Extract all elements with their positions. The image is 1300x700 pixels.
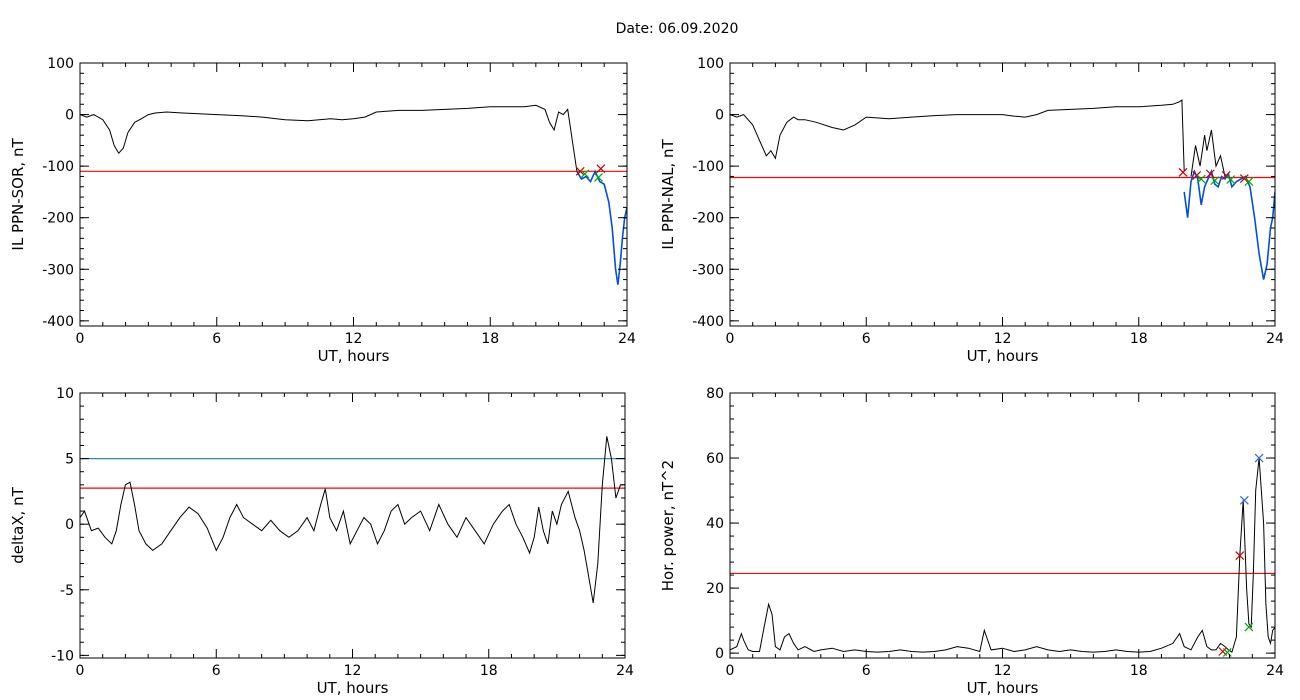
event-marker	[1239, 174, 1249, 183]
event-marker	[1205, 169, 1215, 179]
y-tick-label: 20	[706, 581, 724, 597]
event-marker	[1254, 453, 1264, 463]
y-tick-label: 5	[65, 452, 74, 468]
x-tick-label: 6	[212, 331, 221, 347]
y-tick-label: 100	[697, 56, 724, 72]
y-tick-label: 40	[706, 516, 724, 532]
x-tick-label: 18	[1130, 663, 1148, 679]
y-axis-label: deltaX, nT	[9, 486, 27, 563]
x-axis-label: UT, hours	[318, 347, 390, 365]
event-marker	[1192, 170, 1202, 180]
series-line-0	[730, 99, 1185, 172]
x-tick-label: 18	[1130, 331, 1148, 347]
series-line-1	[576, 169, 627, 285]
x-tick-label: 18	[481, 331, 499, 347]
x-axis-label: UT, hours	[967, 679, 1039, 697]
x-tick-label: 24	[618, 331, 636, 347]
y-tick-label: -200	[692, 211, 724, 227]
event-marker	[1239, 495, 1249, 505]
event-marker	[575, 166, 585, 176]
series-line-0	[730, 457, 1275, 653]
chart-panel-p3: 0 6 12 18 24 10 5 0 -5 -10 UT, hours deltaX, nT	[9, 386, 634, 697]
x-tick-label: 6	[862, 331, 871, 347]
event-marker	[1244, 177, 1254, 187]
y-tick-label: -400	[692, 314, 724, 330]
y-tick-label: -300	[42, 262, 74, 278]
x-tick-label: 0	[76, 663, 85, 679]
y-tick-label: -5	[60, 583, 74, 599]
y-axis-label: Hor. power, nT^2	[659, 460, 677, 591]
series-line-0	[80, 436, 625, 603]
event-marker	[1235, 551, 1245, 561]
y-tick-label: -400	[42, 314, 74, 330]
chart-panel-p4: 0 6 12 18 24 80 60 40 20 0 UT, hours Hor. power, nT…	[659, 386, 1284, 697]
y-tick-label: -300	[692, 262, 724, 278]
x-axis-label: UT, hours	[317, 679, 389, 697]
x-axis-label: UT, hours	[967, 347, 1039, 365]
y-tick-label: -200	[42, 211, 74, 227]
y-tick-label: 0	[715, 646, 724, 662]
x-tick-label: 0	[726, 663, 735, 679]
plot-frame	[729, 62, 1276, 327]
x-tick-label: 0	[76, 331, 85, 347]
y-tick-label: 0	[715, 108, 724, 124]
event-marker	[596, 164, 606, 174]
x-tick-label: 12	[345, 331, 363, 347]
series-line-1	[1183, 168, 1275, 280]
y-tick-label: 10	[56, 386, 74, 402]
event-marker	[1178, 167, 1188, 177]
plot-frame	[729, 392, 1276, 659]
event-marker	[1210, 176, 1220, 186]
y-tick-label: -10	[51, 648, 74, 664]
plot-frame	[79, 62, 628, 327]
x-tick-label: 24	[1266, 331, 1284, 347]
event-marker	[1244, 622, 1254, 632]
x-tick-label: 18	[480, 663, 498, 679]
x-tick-label: 0	[726, 331, 735, 347]
event-marker	[1196, 174, 1206, 184]
y-tick-label: 100	[47, 56, 74, 72]
event-marker	[1226, 175, 1236, 184]
plot-frame	[79, 392, 626, 659]
y-tick-label: 0	[65, 108, 74, 124]
event-marker	[580, 169, 590, 179]
figure-title: Date: 06.09.2020	[616, 21, 739, 37]
y-tick-label: 0	[65, 517, 74, 533]
y-tick-label: -100	[42, 159, 74, 175]
series-line-0	[80, 104, 578, 172]
x-tick-label: 6	[212, 663, 221, 679]
x-tick-label: 12	[344, 663, 362, 679]
x-tick-label: 24	[616, 663, 634, 679]
series-line-2	[1190, 129, 1226, 177]
x-tick-label: 6	[862, 663, 871, 679]
y-tick-label: 80	[706, 386, 724, 402]
x-tick-label: 24	[1266, 663, 1284, 679]
y-tick-label: 60	[706, 451, 724, 467]
y-tick-label: -100	[692, 159, 724, 175]
y-axis-label: IL PPN-SOR, nT	[9, 138, 27, 251]
event-marker	[594, 173, 603, 182]
chart-panel-p2: 0 6 12 18 24 100 0 -100 -200 -300 -400 UT, hours IL …	[659, 56, 1284, 365]
x-tick-label: 12	[994, 663, 1012, 679]
y-axis-label: IL PPN-NAL, nT	[659, 139, 677, 250]
x-tick-label: 12	[994, 331, 1012, 347]
chart-panel-p1: 0 6 12 18 24 100 0 -100 -200 -300 -400 UT, hours IL …	[9, 56, 636, 365]
